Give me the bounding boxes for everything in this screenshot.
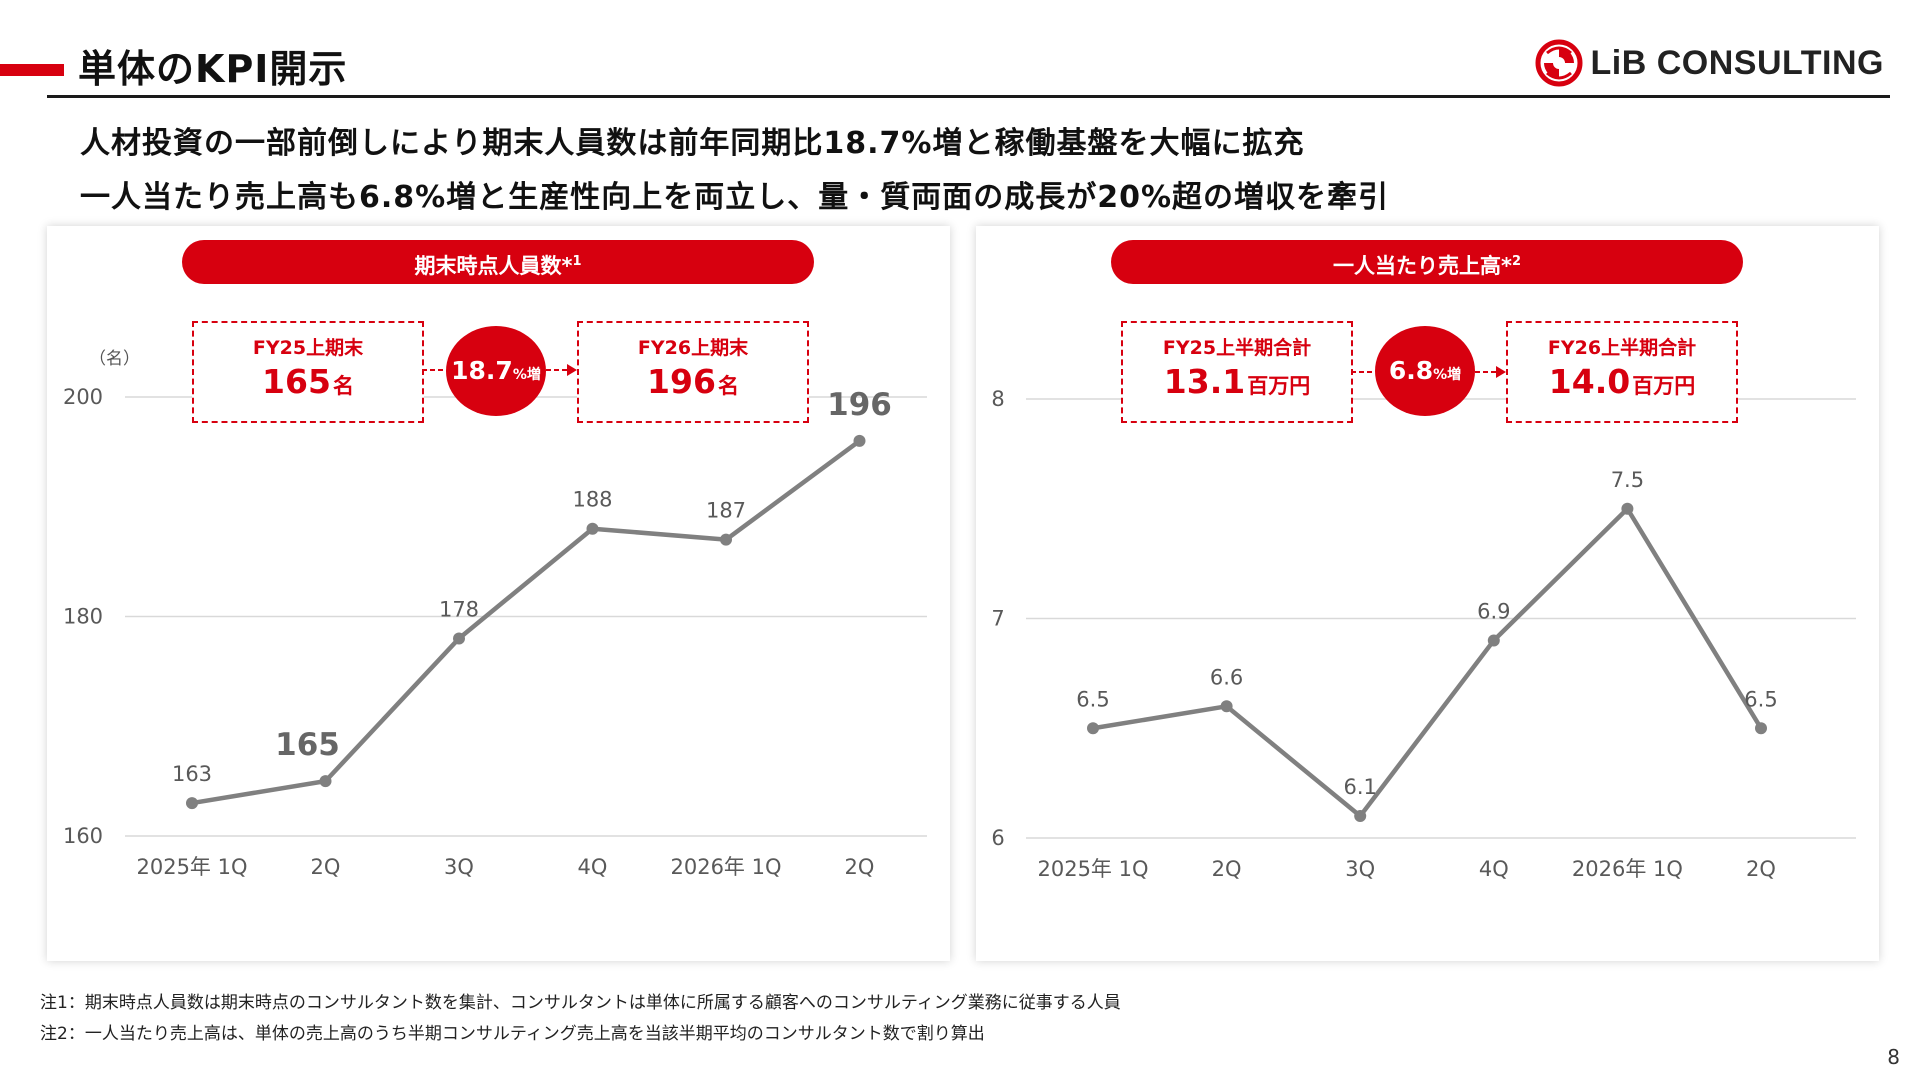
growth-value: 18.7 [451, 356, 513, 385]
headcount-pill: 期末時点人員数*1 [182, 240, 814, 284]
revenue-ytick-label: 6 [991, 826, 1004, 850]
headcount-ytick-label: 200 [63, 385, 103, 409]
revenue-per-head-chart: 6 7 8 2025年 1Q 2Q 3Q 4Q 2026年 1Q 2Q 6.5 6.6 6.1 6.9 7… [991, 366, 1856, 881]
growth-unit: %増 [512, 367, 541, 383]
growth-circle: 18.7%増 [446, 326, 546, 416]
revenue-pill-label: 一人当たり売上高* [1332, 254, 1512, 278]
revenue-series-line [1092, 506, 1763, 819]
footnote-2: 注2：一人当たり売上高は、単体の売上高のうち半期コンサルティング売上高を当該半期… [40, 1024, 985, 1044]
revenue-connector-arrowhead [1496, 366, 1506, 378]
headline-line-1: 人材投資の一部前倒しにより期末人員数は前年同期比18.7%増と稼働基盤を大幅に拡… [80, 126, 1305, 161]
title-accent-bar [0, 64, 64, 76]
kpi-fy26-unit: 名 [717, 374, 739, 398]
kpi-fy25h1-box: FY25上半期合計 13.1百万円 [1121, 321, 1353, 423]
headcount-xtick-label: 4Q [578, 855, 608, 879]
revenue-xtick-label: 2025年 1Q [1037, 857, 1148, 881]
headcount-data-point [186, 797, 198, 810]
growth-value-right: 6.8 [1388, 356, 1434, 385]
revenue-xtick-label: 2Q [1212, 857, 1242, 881]
growth-circle-right: 6.8%増 [1375, 326, 1475, 416]
revenue-data-point [1755, 722, 1767, 735]
headcount-data-point [319, 775, 332, 788]
headcount-data-label: 196 [827, 387, 892, 423]
kpi-fy25-box: FY25上期末 165名 [192, 321, 424, 423]
headcount-xtick-label: 3Q [444, 855, 474, 879]
headcount-unit-label: （名） [89, 349, 140, 369]
headcount-data-point [853, 434, 866, 447]
revenue-data-point [1487, 634, 1500, 647]
revenue-data-point [1087, 722, 1099, 735]
revenue-xtick-label: 2026年 1Q [1572, 857, 1683, 881]
revenue-xtick-label: 3Q [1345, 857, 1375, 881]
revenue-data-point [1354, 810, 1367, 823]
kpi-fy25h1-unit: 百万円 [1247, 374, 1311, 398]
headcount-data-label: 163 [172, 762, 212, 786]
revenue-ytick-label: 7 [991, 607, 1004, 631]
kpi-fy26h1-value: 14.0 [1548, 362, 1631, 401]
headcount-xtick-label: 2025年 1Q [136, 855, 247, 879]
kpi-fy26-value: 196 [647, 362, 716, 401]
headcount-pill-label: 期末時点人員数* [414, 254, 573, 278]
kpi-fy26h1-unit: 百万円 [1632, 374, 1696, 398]
headcount-xtick-label: 2Q [311, 855, 341, 879]
revenue-data-label: 6.1 [1343, 775, 1376, 799]
page-number: 8 [1887, 1045, 1900, 1069]
page-title: 単体のKPI開示 [78, 47, 348, 91]
revenue-data-label: 6.5 [1744, 687, 1777, 711]
brand-logo: LiB CONSULTING [1535, 39, 1884, 87]
kpi-fy25-unit: 名 [332, 374, 354, 398]
kpi-fy26-label: FY26上期末 [637, 337, 749, 359]
revenue-xtick-label: 2Q [1746, 857, 1776, 881]
brand-name: LiB CONSULTING [1590, 43, 1884, 82]
headcount-data-label: 178 [439, 597, 479, 621]
growth-unit-right: %増 [1433, 367, 1462, 383]
kpi-fy25h1-label: FY25上半期合計 [1162, 337, 1312, 359]
kpi-fy25-value: 165 [262, 362, 331, 401]
headcount-ytick-label: 160 [63, 824, 103, 848]
headcount-xtick-label: 2026年 1Q [670, 855, 781, 879]
revenue-data-label: 6.5 [1076, 687, 1109, 711]
headline-line-2: 一人当たり売上高も6.8%増と生産性向上を両立し、量・質両面の成長が20%超の増… [80, 180, 1390, 215]
revenue-per-head-panel: 6 7 8 2025年 1Q 2Q 3Q 4Q 2026年 1Q 2Q 6.5 6.6 6.1 6.9 7… [976, 226, 1879, 961]
headcount-series-line [191, 439, 861, 806]
revenue-data-label: 7.5 [1611, 468, 1644, 492]
revenue-data-point [1621, 502, 1634, 515]
headcount-data-point [453, 632, 465, 645]
headcount-pill-footnote: 1 [572, 254, 582, 269]
kpi-fy26h1-box: FY26上半期合計 14.0百万円 [1506, 321, 1738, 423]
kpi-fy25h1-value: 13.1 [1163, 362, 1246, 401]
revenue-data-label: 6.9 [1477, 599, 1510, 623]
kpi-fy26h1-label: FY26上半期合計 [1547, 337, 1697, 359]
lib-logo-icon [1535, 39, 1583, 87]
headcount-data-label: 165 [275, 727, 340, 763]
headcount-data-label: 188 [572, 488, 612, 512]
kpi-fy25-label: FY25上期末 [252, 337, 364, 359]
headcount-data-point [586, 522, 599, 535]
revenue-pill: 一人当たり売上高*2 [1111, 240, 1743, 284]
headcount-ytick-label: 180 [63, 605, 103, 629]
headcount-panel: 160 180 200 2025年 1Q 2Q 3Q 4Q 2026年 1Q 2Q 163 165 1… [47, 226, 950, 961]
headcount-data-point [720, 533, 732, 546]
headcount-xtick-label: 2Q [845, 855, 875, 879]
revenue-pill-footnote: 2 [1511, 254, 1522, 269]
headcount-connector-arrowhead [567, 364, 577, 376]
kpi-fy26-box: FY26上期末 196名 [577, 321, 809, 423]
title-divider [47, 95, 1890, 98]
footnote-1: 注1：期末時点人員数は期末時点のコンサルタント数を集計、コンサルタントは単体に所… [40, 993, 1121, 1013]
headcount-data-label: 187 [706, 499, 746, 523]
revenue-xtick-label: 4Q [1479, 857, 1509, 881]
revenue-data-point [1220, 700, 1233, 713]
revenue-ytick-label: 8 [991, 387, 1004, 411]
revenue-data-label: 6.6 [1210, 665, 1243, 689]
